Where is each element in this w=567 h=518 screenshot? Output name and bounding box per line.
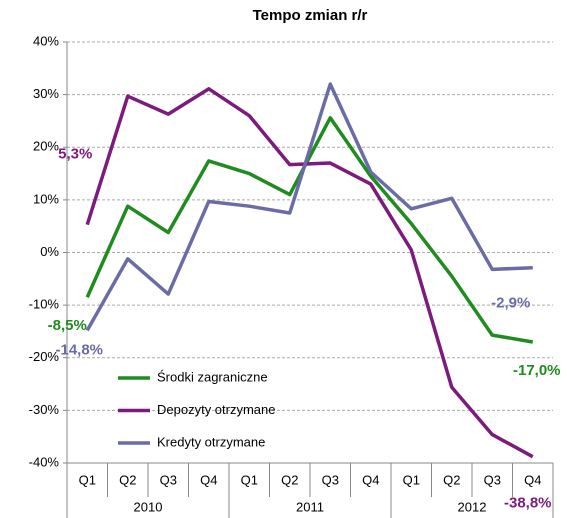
x-tick-label: Q1 — [403, 472, 420, 487]
y-tick-label: 20% — [33, 139, 59, 154]
legend-label: Środki zagraniczne — [157, 369, 268, 384]
value-label: -17,0% — [513, 362, 561, 379]
y-tick-label: -40% — [29, 454, 60, 469]
x-tick-label: Q4 — [200, 472, 217, 487]
y-tick-label: 40% — [33, 33, 59, 48]
x-group-label: 2010 — [134, 499, 163, 514]
chart-title: Tempo zmian r/r — [253, 7, 368, 24]
y-tick-label: 30% — [33, 86, 59, 101]
line-series — [85, 82, 533, 332]
value-label: -38,8% — [504, 495, 552, 512]
line-series — [85, 116, 534, 344]
x-tick-label: Q2 — [119, 472, 136, 487]
legend-label: Depozyty otrzymane — [157, 402, 276, 417]
x-tick-label: Q2 — [443, 472, 460, 487]
legend-label: Kredyty otrzymane — [157, 434, 265, 449]
x-tick-label: Q1 — [241, 472, 258, 487]
value-label: -8,5% — [48, 317, 87, 334]
x-tick-label: Q3 — [484, 472, 501, 487]
x-group-label: 2012 — [458, 499, 487, 514]
line-series — [85, 87, 534, 459]
x-tick-label: Q3 — [160, 472, 177, 487]
x-tick-label: Q1 — [79, 472, 96, 487]
x-group-label: 2011 — [296, 499, 324, 514]
x-tick-label: Q2 — [281, 472, 298, 487]
y-tick-label: -20% — [29, 349, 60, 364]
x-tick-label: Q4 — [362, 472, 379, 487]
y-tick-label: 0% — [40, 244, 59, 259]
x-tick-label: Q4 — [524, 472, 541, 487]
value-label: 5,3% — [58, 146, 92, 163]
x-tick-label: Q3 — [322, 472, 339, 487]
value-label: -2,9% — [491, 295, 530, 312]
value-label: -14,8% — [55, 341, 103, 358]
y-tick-label: 10% — [33, 191, 59, 206]
y-tick-label: -30% — [29, 402, 60, 417]
y-tick-label: -10% — [29, 297, 60, 312]
